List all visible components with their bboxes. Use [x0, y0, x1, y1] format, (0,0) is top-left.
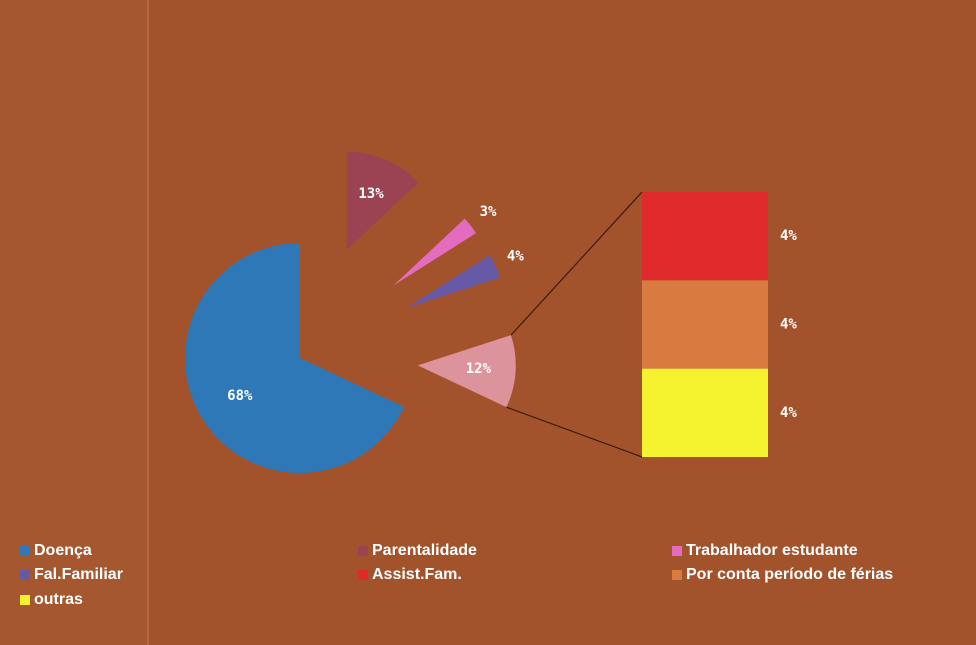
side-strip [0, 0, 148, 645]
legend-swatch [672, 570, 682, 580]
data-label: 12% [466, 361, 492, 377]
legend-swatch [358, 546, 368, 556]
legend-label: Parentalidade [372, 542, 477, 559]
legend-label: outras [34, 591, 83, 608]
connector [506, 406, 643, 458]
bar-segment [642, 280, 768, 369]
data-label: 4% [780, 405, 797, 421]
legend-swatch [20, 546, 30, 556]
data-label: 68% [227, 388, 253, 404]
data-label: 3% [480, 204, 497, 220]
pie-slice [184, 243, 405, 473]
legend-label: Assist.Fam. [372, 566, 462, 583]
pie-slice [417, 335, 516, 408]
legend-label: Fal.Familiar [34, 566, 123, 583]
pie-slice [393, 218, 476, 286]
bar-segment [642, 192, 768, 281]
legend-label: Por conta período de férias [686, 566, 893, 583]
data-label: 4% [780, 228, 797, 244]
legend-swatch [20, 570, 30, 580]
data-label: 4% [507, 249, 524, 265]
legend-swatch [358, 570, 368, 580]
pie-slice [406, 255, 500, 308]
legend-swatch [672, 546, 682, 556]
bar-segment [642, 368, 768, 457]
legend-swatch [20, 595, 30, 605]
pie-slice [346, 151, 419, 250]
legend-label: Trabalhador estudante [686, 542, 858, 559]
connector [510, 191, 643, 336]
legend-label: Doença [34, 542, 92, 559]
data-label: 13% [358, 186, 384, 202]
data-label: 4% [780, 317, 797, 333]
